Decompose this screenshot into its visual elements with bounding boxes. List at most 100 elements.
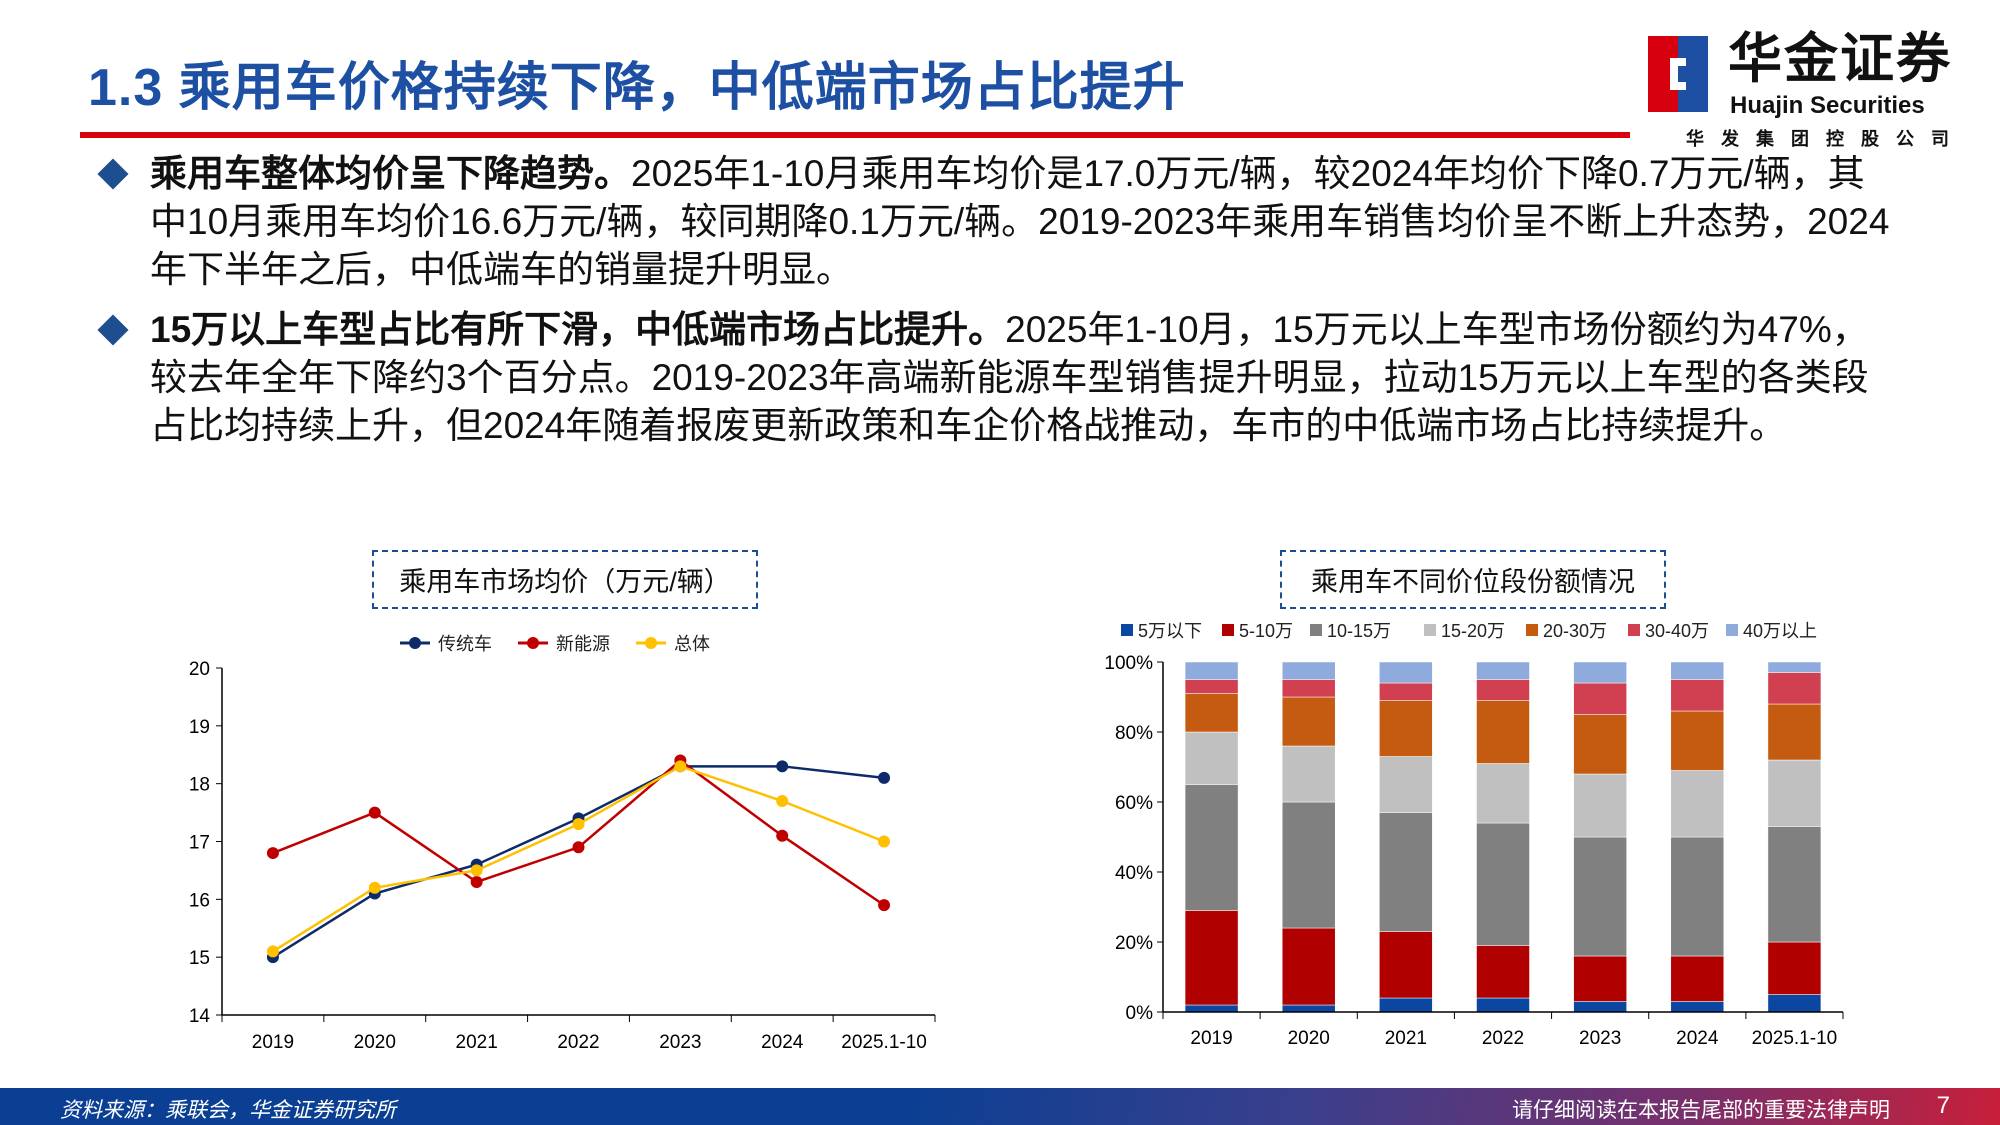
y-tick-label: 14 <box>189 1006 211 1027</box>
bar-segment-5-10万 <box>1379 931 1433 999</box>
bullet-item: 15万以上车型占比有所下滑，中低端市场占比提升。2025年1-10月，15万元以… <box>97 306 1898 450</box>
legend-swatch <box>1526 624 1538 636</box>
bar-segment-40万以上 <box>1573 661 1627 684</box>
y-tick-label: 17 <box>189 833 210 854</box>
bar-segment-20-30万 <box>1573 714 1627 775</box>
bar-segment-40万以上 <box>1670 661 1725 680</box>
page-number: 7 <box>1936 1092 1950 1119</box>
bullet-text: 2025年1-10月乘用车均价是17.0万元/辆，较2024年均价下降0.7万元… <box>150 153 1890 290</box>
bar-segment-15-20万 <box>1184 731 1239 785</box>
y-tick-label: 20 <box>189 659 210 680</box>
bar-segment-10-15万 <box>1184 784 1239 911</box>
legend-label: 传统车 <box>438 634 492 654</box>
legend-swatch <box>1310 624 1322 636</box>
legend-swatch <box>1628 624 1640 636</box>
data-point <box>368 806 381 819</box>
legend-swatch <box>1424 624 1436 636</box>
bar-segment-10-15万 <box>1379 812 1433 932</box>
legend-swatch <box>1222 624 1234 636</box>
bar-segment-5-10万 <box>1573 955 1627 1002</box>
logo-parent: 华发集团控股公司 <box>1686 129 1966 149</box>
legend-label: 10-15万 <box>1327 621 1391 641</box>
bar-segment-10-15万 <box>1573 836 1627 957</box>
bar-segment-40万以上 <box>1476 661 1530 680</box>
logo-name-cn: 华金证券 <box>1728 29 1952 89</box>
x-tick-label: 2021 <box>456 1032 498 1053</box>
bar-segment-30-40万 <box>1281 679 1336 698</box>
x-tick-label: 2022 <box>1482 1028 1524 1049</box>
bullet-list: 乘用车整体均价呈下降趋势。2025年1-10月乘用车均价是17.0万元/辆，较2… <box>97 150 1898 462</box>
bar-segment-15-20万 <box>1281 745 1336 803</box>
bar-segment-10-15万 <box>1670 836 1725 957</box>
bar-segment-10-15万 <box>1476 822 1530 946</box>
legend-label: 40万以上 <box>1743 621 1817 641</box>
bar-segment-20-30万 <box>1670 710 1725 771</box>
bar-segment-5万以下 <box>1379 997 1433 1013</box>
x-tick-label: 2024 <box>761 1032 804 1053</box>
data-point <box>776 795 789 808</box>
data-point <box>572 818 585 831</box>
bar-segment-30-40万 <box>1184 679 1239 694</box>
logo-mark-icon <box>1648 36 1708 112</box>
bar-segment-20-30万 <box>1476 700 1530 764</box>
x-tick-label: 2023 <box>659 1032 701 1053</box>
source-note: 资料来源：乘联会，华金证券研究所 <box>60 1099 396 1122</box>
data-point <box>878 899 891 912</box>
bar-segment-30-40万 <box>1767 672 1822 705</box>
y-tick-label: 15 <box>189 948 210 969</box>
x-tick-label: 2022 <box>557 1032 599 1053</box>
bar-segment-10-15万 <box>1767 826 1822 943</box>
bar-segment-40万以上 <box>1184 661 1239 680</box>
series-line-传统车 <box>272 765 885 959</box>
legend-label: 5-10万 <box>1239 621 1293 641</box>
y-tick-label: 40% <box>1115 863 1153 884</box>
bar-segment-40万以上 <box>1379 661 1433 684</box>
y-tick-label: 20% <box>1115 933 1153 954</box>
legal-disclaimer: 请仔细阅读在本报告尾部的重要法律声明 <box>1512 1099 1890 1122</box>
x-tick-label: 2023 <box>1579 1028 1621 1049</box>
bar-segment-15-20万 <box>1767 759 1822 827</box>
y-tick-label: 19 <box>189 717 210 738</box>
bullet-item: 乘用车整体均价呈下降趋势。2025年1-10月乘用车均价是17.0万元/辆，较2… <box>97 150 1898 294</box>
bar-segment-20-30万 <box>1281 696 1336 747</box>
legend-label: 5万以下 <box>1138 621 1202 641</box>
bar-segment-5-10万 <box>1767 941 1822 995</box>
bar-segment-5万以下 <box>1281 1004 1336 1013</box>
data-point <box>776 760 789 773</box>
bar-segment-20-30万 <box>1767 703 1822 761</box>
data-point <box>878 835 891 848</box>
legend-label: 15-20万 <box>1441 621 1505 641</box>
legend-label: 30-40万 <box>1645 621 1709 641</box>
bar-segment-5万以下 <box>1670 1001 1725 1013</box>
legend-swatch <box>1726 624 1738 636</box>
line-chart-title: 乘用车市场均价（万元/辆） <box>372 550 758 609</box>
footer-bar: 资料来源：乘联会，华金证券研究所 请仔细阅读在本报告尾部的重要法律声明 7 <box>0 1088 2000 1125</box>
data-point <box>572 841 585 854</box>
bar-segment-5-10万 <box>1476 945 1530 999</box>
company-logo: 华金证券 Huajin Securities 华发集团控股公司 <box>1648 32 1968 156</box>
y-tick-label: 0% <box>1126 1003 1154 1024</box>
bar-segment-15-20万 <box>1573 773 1627 838</box>
data-point <box>266 945 279 958</box>
series-line-总体 <box>272 764 885 953</box>
x-tick-label: 2020 <box>1288 1028 1330 1049</box>
bar-segment-20-30万 <box>1379 700 1433 757</box>
bar-chart-title: 乘用车不同价位段份额情况 <box>1280 550 1666 609</box>
bar-segment-5万以下 <box>1767 994 1822 1013</box>
y-tick-label: 16 <box>189 890 210 911</box>
bar-segment-30-40万 <box>1379 682 1433 701</box>
legend-label: 总体 <box>674 634 710 654</box>
bar-segment-10-15万 <box>1281 801 1336 929</box>
bullet-heading: 乘用车整体均价呈下降趋势。 <box>150 153 631 194</box>
bar-segment-20-30万 <box>1184 693 1239 733</box>
data-point <box>674 760 687 773</box>
data-point <box>470 864 483 877</box>
bar-segment-5-10万 <box>1184 910 1239 1006</box>
x-tick-label: 2021 <box>1385 1028 1427 1049</box>
x-tick-label: 2019 <box>1190 1028 1232 1049</box>
bar-segment-5万以下 <box>1476 997 1530 1013</box>
bar-segment-40万以上 <box>1767 661 1822 673</box>
series-line-新能源 <box>272 758 885 907</box>
bar-segment-5-10万 <box>1281 927 1336 1006</box>
